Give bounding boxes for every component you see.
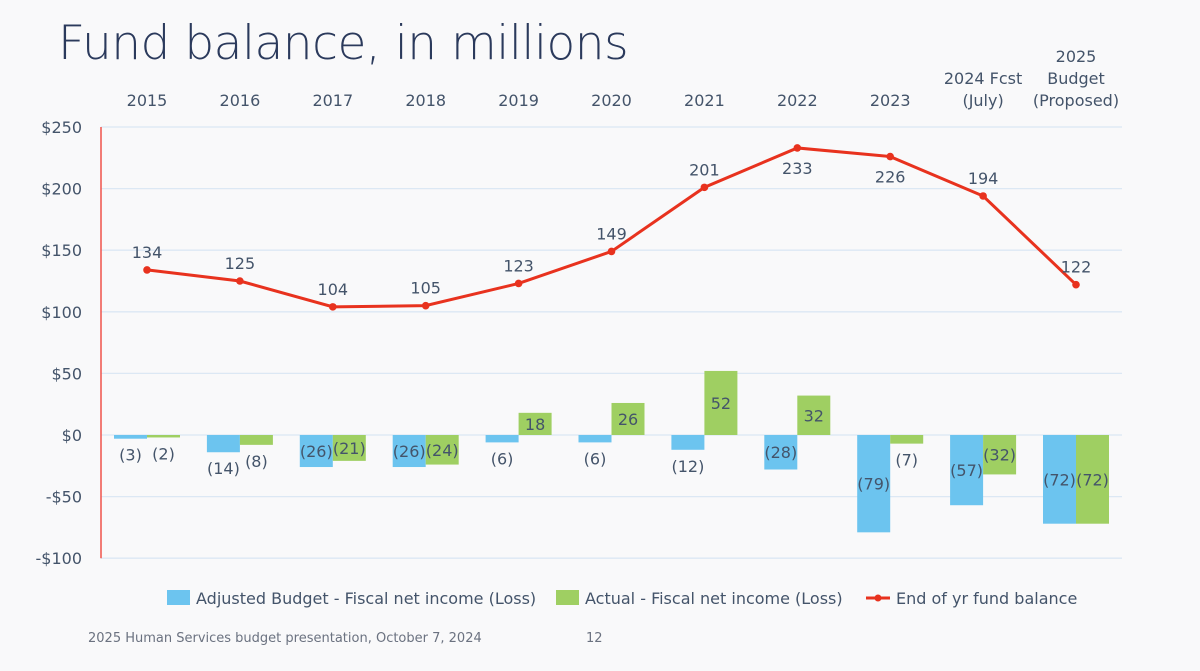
actual-bar bbox=[332, 435, 366, 461]
fund-balance-point bbox=[236, 277, 244, 285]
page-number: 12 bbox=[586, 631, 603, 646]
y-tick-label: -$100 bbox=[36, 549, 83, 568]
y-tick-label: $100 bbox=[41, 303, 82, 322]
actual-bar bbox=[1076, 435, 1109, 524]
budget-data-label: (14) bbox=[207, 459, 240, 478]
actual-data-label: (8) bbox=[245, 452, 268, 471]
fund-balance-data-label: 194 bbox=[968, 169, 999, 188]
fund-balance-point bbox=[329, 303, 337, 311]
fund-balance-point bbox=[421, 301, 430, 310]
budget-bar bbox=[578, 435, 612, 443]
legend-swatch-marker bbox=[874, 594, 882, 602]
legend-label-budget: Adjusted Budget - Fiscal net income (Los… bbox=[196, 589, 536, 608]
fund-balance-data-label: 233 bbox=[782, 159, 813, 178]
budget-bar bbox=[950, 435, 984, 506]
x-category-label: 2015 bbox=[127, 91, 168, 110]
budget-data-label: (26) bbox=[300, 442, 333, 461]
fund-balance-point bbox=[979, 192, 987, 200]
legend-label-fund-balance: End of yr fund balance bbox=[896, 589, 1077, 608]
actual-bar bbox=[425, 435, 459, 465]
fund-balance-data-label: 149 bbox=[596, 224, 627, 243]
fund-balance-point bbox=[886, 152, 894, 161]
actual-data-label: (32) bbox=[983, 446, 1016, 465]
fund-balance-data-label: 123 bbox=[503, 256, 534, 275]
y-tick-label: $250 bbox=[41, 118, 82, 137]
budget-bar bbox=[114, 435, 147, 439]
budget-data-label: (28) bbox=[764, 443, 797, 462]
actual-bar bbox=[797, 395, 831, 435]
y-tick-label: -$50 bbox=[46, 488, 82, 507]
fund-balance-data-label: 125 bbox=[225, 254, 256, 273]
actual-data-label: (24) bbox=[426, 441, 459, 460]
budget-data-label: (57) bbox=[950, 461, 983, 480]
actual-bar bbox=[147, 435, 180, 438]
fund-balance-point bbox=[1072, 280, 1080, 289]
fund-balance-data-label: 104 bbox=[318, 280, 349, 299]
x-category-label: Budget bbox=[1047, 69, 1105, 88]
actual-data-label: 32 bbox=[804, 406, 824, 425]
y-tick-label: $200 bbox=[41, 180, 82, 199]
chart-title: Fund balance, in millions bbox=[58, 16, 629, 71]
actual-bar bbox=[239, 435, 273, 445]
x-category-label: 2017 bbox=[312, 91, 353, 110]
actual-data-label: (72) bbox=[1076, 470, 1109, 489]
x-category-label: 2018 bbox=[405, 91, 446, 110]
x-category-label: 2024 Fcst bbox=[944, 69, 1022, 88]
actual-data-label: 52 bbox=[711, 394, 731, 413]
budget-bar bbox=[857, 435, 891, 533]
x-category-label: 2022 bbox=[777, 91, 818, 110]
budget-data-label: (79) bbox=[857, 475, 890, 494]
budget-bar bbox=[485, 435, 519, 443]
fund-balance-point bbox=[700, 183, 709, 192]
fund-balance-point bbox=[143, 266, 151, 274]
x-category-label: 2020 bbox=[591, 91, 632, 110]
budget-bar bbox=[671, 435, 705, 450]
budget-bar bbox=[764, 435, 798, 470]
legend-swatch-budget bbox=[167, 590, 190, 605]
budget-data-label: (26) bbox=[393, 442, 426, 461]
fund-balance-point bbox=[793, 144, 802, 152]
actual-bar bbox=[704, 370, 738, 435]
budget-data-label: (12) bbox=[671, 457, 704, 476]
actual-data-label: 18 bbox=[525, 415, 545, 434]
actual-data-label: 26 bbox=[618, 410, 638, 429]
actual-bar bbox=[518, 412, 552, 435]
fund-balance-data-label: 226 bbox=[875, 168, 906, 187]
actual-bar bbox=[983, 435, 1017, 475]
budget-bar bbox=[299, 435, 333, 468]
x-category-label: 2021 bbox=[684, 91, 725, 110]
budget-data-label: (6) bbox=[491, 449, 514, 468]
actual-bar bbox=[890, 435, 924, 444]
footer-text: 2025 Human Services budget presentation,… bbox=[88, 631, 482, 646]
y-tick-label: $50 bbox=[51, 364, 82, 383]
x-category-label: 2023 bbox=[870, 91, 911, 110]
budget-data-label: (72) bbox=[1043, 470, 1076, 489]
y-tick-label: $150 bbox=[41, 241, 82, 260]
x-category-label: 2019 bbox=[498, 91, 539, 110]
y-tick-label: $0 bbox=[62, 426, 82, 445]
budget-bar bbox=[206, 435, 240, 453]
x-category-label: 2016 bbox=[220, 91, 261, 110]
actual-data-label: (21) bbox=[333, 439, 366, 458]
x-category-label: 2025 bbox=[1056, 47, 1097, 66]
fund-balance-data-label: 134 bbox=[132, 243, 163, 262]
budget-data-label: (3) bbox=[119, 446, 142, 465]
x-category-label: (Proposed) bbox=[1033, 91, 1119, 110]
legend-swatch-actual bbox=[556, 590, 579, 605]
fund-balance-point bbox=[607, 247, 616, 256]
x-category-label: (July) bbox=[962, 91, 1003, 110]
budget-data-label: (6) bbox=[584, 449, 607, 468]
budget-bar bbox=[1043, 435, 1076, 524]
fund-balance-point bbox=[514, 279, 523, 288]
actual-bar bbox=[611, 402, 645, 435]
actual-data-label: (2) bbox=[152, 444, 175, 463]
legend-label-actual: Actual - Fiscal net income (Loss) bbox=[585, 589, 843, 608]
fund-balance-data-label: 201 bbox=[689, 160, 720, 179]
fund-balance-data-label: 105 bbox=[410, 279, 441, 298]
fund-balance-data-label: 122 bbox=[1061, 258, 1092, 277]
budget-bar bbox=[392, 435, 426, 468]
actual-data-label: (7) bbox=[895, 451, 918, 470]
